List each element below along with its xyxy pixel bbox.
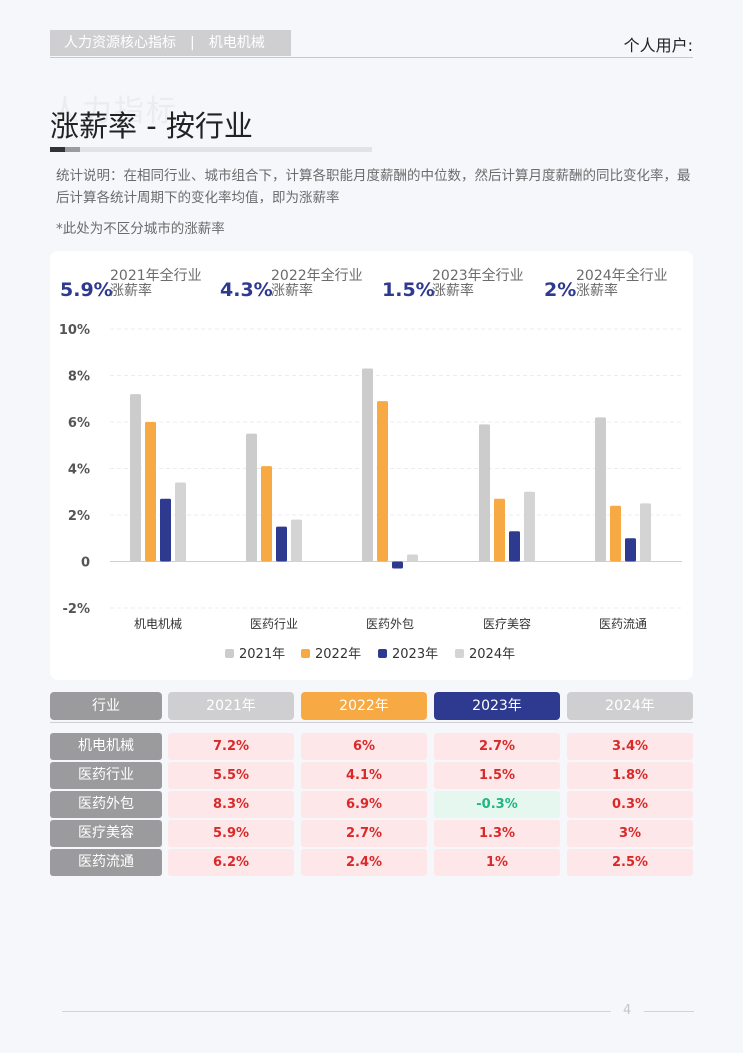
- footer-line-left: [62, 1011, 611, 1012]
- y-tick-label: 0: [81, 556, 90, 571]
- table-row-label: 机电机械: [50, 733, 162, 760]
- bar-2022年-医药行业: [261, 466, 272, 562]
- bar-2022年-医药外包: [377, 401, 388, 562]
- bar-2023年-机电机械: [160, 498, 171, 562]
- table-header-2: 2022年: [301, 692, 427, 720]
- y-tick-label: 4%: [68, 463, 90, 478]
- table-cell: 6%: [301, 733, 427, 760]
- x-category-label: 医药外包: [366, 617, 414, 631]
- bar-2024年-机电机械: [175, 482, 186, 562]
- table-cell: 6.2%: [168, 849, 294, 876]
- x-category-label: 医药流通: [599, 617, 647, 631]
- bar-2022年-医疗美容: [494, 498, 505, 562]
- summary-value: 1.5%: [382, 279, 435, 301]
- legend-swatch: [225, 649, 234, 658]
- bar-2021年-医疗美容: [479, 424, 490, 562]
- bar-2022年-机电机械: [145, 422, 156, 562]
- title-watermark: 人力指标: [50, 94, 178, 129]
- legend-swatch: [301, 649, 310, 658]
- bar-2023年-医药行业: [276, 526, 287, 562]
- table-header-0: 行业: [50, 692, 162, 720]
- table-cell: 1.3%: [434, 820, 560, 847]
- bar-2021年-机电机械: [130, 394, 141, 562]
- header-tag: 人力资源核心指标 | 机电机械: [50, 30, 291, 56]
- bar-2024年-医药外包: [407, 554, 418, 562]
- x-category-label: 机电机械: [134, 616, 182, 631]
- legend-label: 2024年: [469, 647, 515, 662]
- summary-label: 2023年全行业 涨薪率: [432, 268, 524, 299]
- y-tick-label: 8%: [68, 370, 90, 385]
- x-category-label: 医药行业: [250, 617, 298, 631]
- bar-2021年-医药流通: [595, 417, 606, 562]
- table-header-4: 2024年: [567, 692, 693, 720]
- bar-2021年-医药外包: [362, 368, 373, 562]
- table-cell: 7.2%: [168, 733, 294, 760]
- table-header-1: 2021年: [168, 692, 294, 720]
- y-tick-label: -2%: [63, 602, 90, 617]
- y-tick-label: 2%: [68, 509, 90, 524]
- table-row-label: 医疗美容: [50, 820, 162, 847]
- stat-description: 统计说明：在相同行业、城市组合下，计算各职能月度薪酬的中位数，然后计算月度薪酬的…: [56, 168, 691, 206]
- bar-2024年-医药行业: [291, 519, 302, 562]
- legend-swatch: [378, 649, 387, 658]
- table-cell: 8.3%: [168, 791, 294, 818]
- table-header-3: 2023年: [434, 692, 560, 720]
- summary-label: 2021年全行业 涨薪率: [110, 268, 202, 299]
- legend-label: 2022年: [315, 647, 361, 662]
- table-cell: 5.9%: [168, 820, 294, 847]
- table-cell: 5.5%: [168, 762, 294, 789]
- page-number: 4: [623, 1003, 632, 1018]
- bar-2023年-医药流通: [625, 538, 636, 562]
- table-row-label: 医药外包: [50, 791, 162, 818]
- table-cell: 2.7%: [301, 820, 427, 847]
- bar-2021年-医药行业: [246, 433, 257, 562]
- stat-note: *此处为不区分城市的涨薪率: [56, 221, 225, 237]
- summary-value: 4.3%: [220, 279, 273, 301]
- bar-2023年-医疗美容: [509, 531, 520, 562]
- legend-swatch: [455, 649, 464, 658]
- table-cell: 1.5%: [434, 762, 560, 789]
- table-cell: 2.5%: [567, 849, 693, 876]
- bar-2022年-医药流通: [610, 505, 621, 562]
- bar-chart: 10% 8% 6% 4% 2% 0 -2% 机电机械 医药行业 医药外包 医疗美容 医药流通 2021年…: [59, 323, 682, 662]
- y-tick-label: 10%: [59, 323, 90, 338]
- bar-2023年-医药外包: [392, 561, 403, 569]
- footer-line-right: [644, 1011, 694, 1012]
- table-cell: 2.4%: [301, 849, 427, 876]
- summary-label: 2022年全行业 涨薪率: [271, 268, 363, 299]
- table-cell: 1.8%: [567, 762, 693, 789]
- bar-2024年-医疗美容: [524, 491, 535, 562]
- title-underline: [50, 147, 372, 152]
- summary-label: 2024年全行业 涨薪率: [576, 268, 668, 299]
- table-cell: -0.3%: [434, 791, 560, 818]
- table-cell: 3.4%: [567, 733, 693, 760]
- table-row-label: 医药流通: [50, 849, 162, 876]
- table-cell: 2.7%: [434, 733, 560, 760]
- table-cell: 4.1%: [301, 762, 427, 789]
- table-cell: 1%: [434, 849, 560, 876]
- table-row-label: 医药行业: [50, 762, 162, 789]
- legend-label: 2023年: [392, 647, 438, 662]
- page-header: 人力资源核心指标 | 机电机械 个人用户:: [50, 30, 693, 58]
- page-title: 涨薪率 - 按行业: [50, 109, 253, 143]
- bar-2024年-医药流通: [640, 503, 651, 562]
- y-tick-label: 6%: [68, 416, 90, 431]
- table-cell: 6.9%: [301, 791, 427, 818]
- table-cell: 3%: [567, 820, 693, 847]
- header-user-label: 个人用户:: [623, 36, 693, 55]
- x-category-label: 医疗美容: [483, 616, 531, 631]
- summary-value: 2%: [544, 279, 577, 301]
- table-cell: 0.3%: [567, 791, 693, 818]
- chart-card: 5.9% 2021年全行业 涨薪率 4.3% 2022年全行业 涨薪率 1.5% 2…: [50, 251, 693, 680]
- summary-value: 5.9%: [60, 279, 113, 301]
- legend-label: 2021年: [239, 647, 285, 662]
